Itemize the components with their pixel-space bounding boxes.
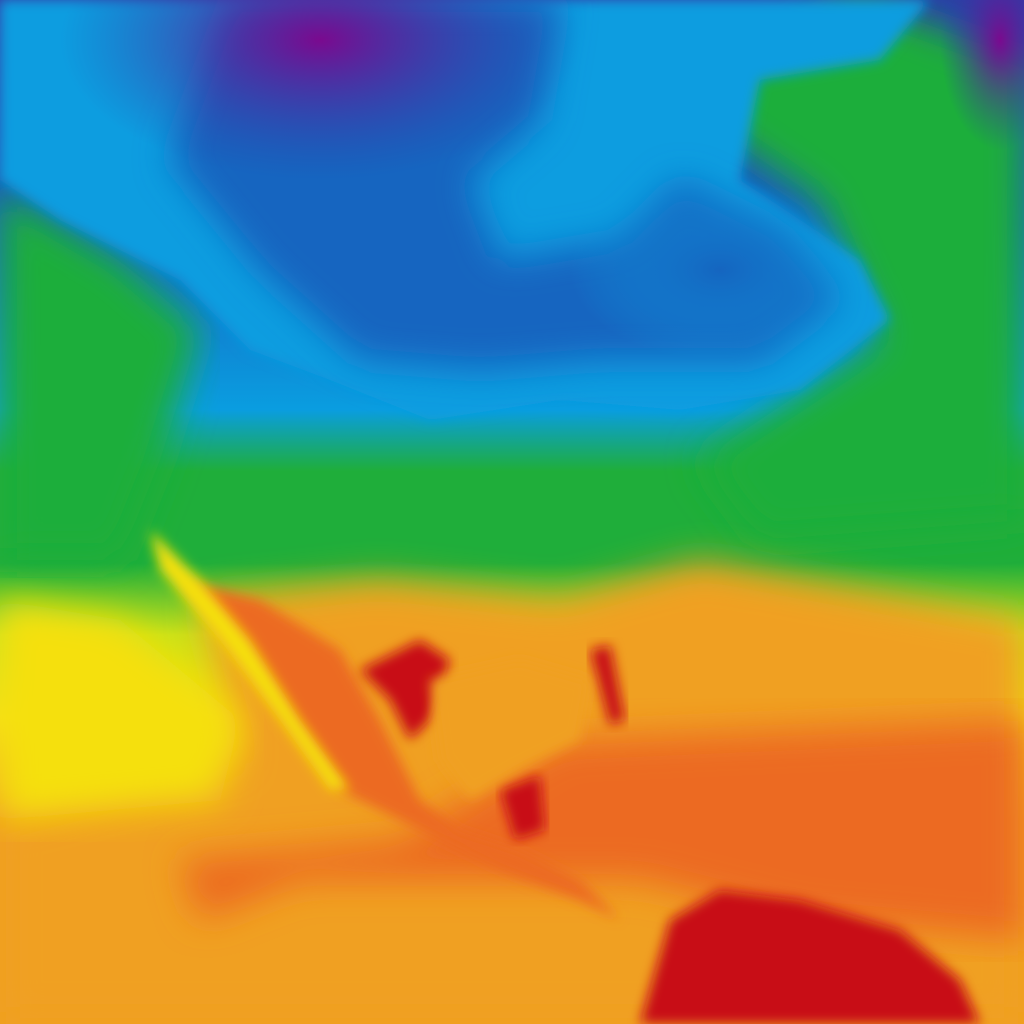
gulf-of-mexico [430,660,590,800]
mountain-ridge-warm [150,530,350,790]
south-america-hot-zone [640,890,980,1024]
west-green-zone [0,190,200,560]
mexico-land [180,580,620,920]
texas-hot-spot [360,640,450,740]
polar-cold-core [60,0,580,180]
hudson-cold-core [570,180,870,360]
greenland-cold-core [940,0,1024,150]
pacific-yellow-band [0,600,240,820]
caribbean-hotter-zone [180,720,1024,940]
florida-hot-spot [590,645,625,725]
east-green-zone [660,0,1024,540]
yucatan-hot-spot [500,775,545,840]
